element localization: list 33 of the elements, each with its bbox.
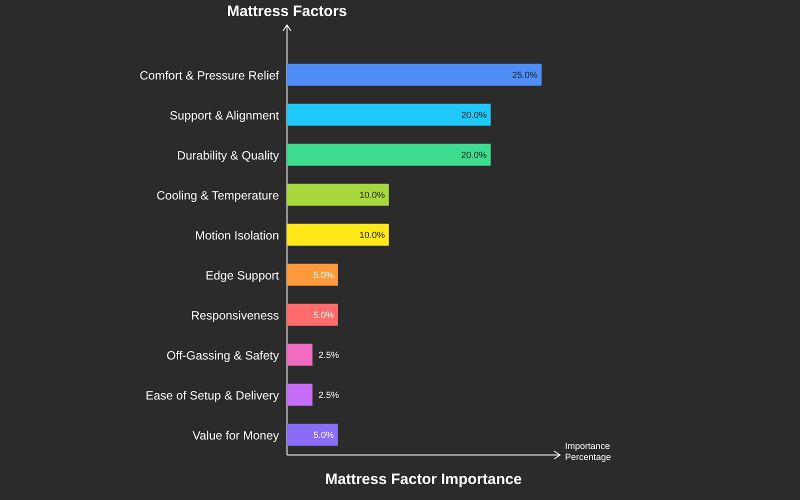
y-tick-label: Comfort & Pressure Relief	[140, 68, 280, 82]
bar	[287, 64, 542, 86]
data-label: 20.0%	[461, 150, 487, 160]
bar	[287, 264, 338, 286]
y-tick-label: Value for Money	[192, 428, 279, 442]
bar	[287, 384, 312, 406]
y-tick-label: Cooling & Temperature	[156, 188, 280, 202]
bar	[287, 224, 389, 246]
data-label: 2.5%	[318, 350, 339, 360]
y-tick-label: Edge Support	[206, 268, 280, 282]
data-label: 5.0%	[313, 270, 334, 280]
bar	[287, 104, 491, 126]
y-axis-title: Mattress Factors	[226, 3, 348, 20]
data-label: 10.0%	[359, 190, 385, 200]
y-tick-label: Support & Alignment	[170, 108, 280, 122]
x-axis-title: Importance Percentage	[565, 441, 612, 462]
data-label: 10.0%	[359, 230, 385, 240]
data-label: 25.0%	[512, 70, 538, 80]
y-tick-label: Ease of Setup & Delivery	[146, 388, 279, 402]
text: Mattress Factor Importance	[325, 471, 522, 488]
data-label: 2.5%	[318, 390, 339, 400]
data-label: 5.0%	[313, 430, 334, 440]
y-tick-label: Responsiveness	[190, 308, 279, 322]
y-tick-label: Motion Isolation	[194, 228, 279, 242]
y-tick-label: Durability & Quality	[176, 148, 279, 162]
data-label: 5.0%	[313, 310, 334, 320]
bar	[287, 144, 491, 166]
bar	[287, 304, 338, 326]
bar	[287, 424, 338, 446]
bar	[287, 184, 389, 206]
y-tick-label: Off-Gassing & Safety	[166, 348, 279, 362]
bar	[287, 344, 312, 366]
data-label: 20.0%	[461, 110, 487, 120]
